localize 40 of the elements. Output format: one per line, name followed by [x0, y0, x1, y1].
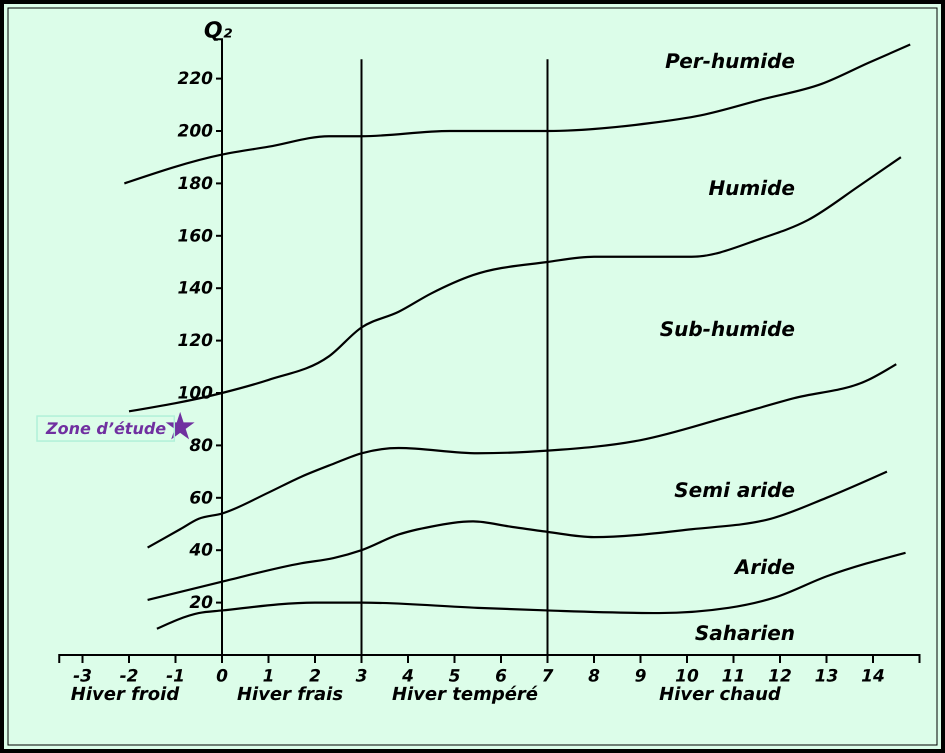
x-tick-label: 3: [356, 666, 368, 686]
y-axis-title: Q₂: [204, 18, 233, 44]
text: Hiver frais: [236, 684, 344, 705]
text: Hiver froid: [70, 684, 180, 705]
y-tick-label: 120: [178, 331, 214, 352]
annotation: Saharien: [694, 621, 795, 645]
y-tick-label: 140: [178, 278, 214, 299]
x-tick-label: 8: [588, 666, 600, 686]
x-tick-label: -2: [120, 666, 138, 686]
x-tick-label: 6: [495, 666, 508, 686]
x-tick-label: 5: [448, 666, 460, 686]
annotation: Per-humide: [665, 49, 795, 73]
x-tick-label: 7: [542, 666, 554, 686]
annotation: Humide: [708, 176, 795, 200]
x-tick-label: 2: [309, 666, 321, 686]
text: Hiver chaud: [659, 684, 782, 705]
x-tick-label: 4: [401, 666, 414, 686]
x-tick-label: 12: [768, 666, 792, 686]
y-tick-label: 40: [188, 540, 214, 561]
y-tick-label: 180: [178, 174, 214, 194]
annotation: Aride: [732, 555, 795, 579]
x-tick-label: 10: [675, 666, 699, 686]
y-tick-label: 60: [189, 488, 214, 508]
y-tick-label: 220: [178, 69, 214, 90]
series-label: Zone d’étude: [45, 419, 166, 438]
y-tick-label: 20: [189, 593, 214, 614]
x-tick-label: 13: [814, 666, 838, 686]
x-tick-label: 1: [262, 666, 274, 686]
y-tick-label: 160: [178, 226, 214, 246]
x-tick-label: 11: [722, 666, 746, 686]
x-tick-label: 14: [861, 666, 885, 686]
x-tick-label: 0: [216, 666, 228, 686]
annotation: Sub-humide: [660, 317, 795, 341]
x-tick-label: -3: [73, 666, 92, 686]
annotation: Semi aride: [674, 478, 795, 502]
y-tick-label: 200: [178, 121, 214, 142]
x-tick-label: 9: [634, 666, 647, 686]
y-tick-label: 80: [189, 436, 214, 456]
text: Hiver tempéré: [392, 684, 538, 705]
x-tick-label: -1: [166, 666, 185, 686]
